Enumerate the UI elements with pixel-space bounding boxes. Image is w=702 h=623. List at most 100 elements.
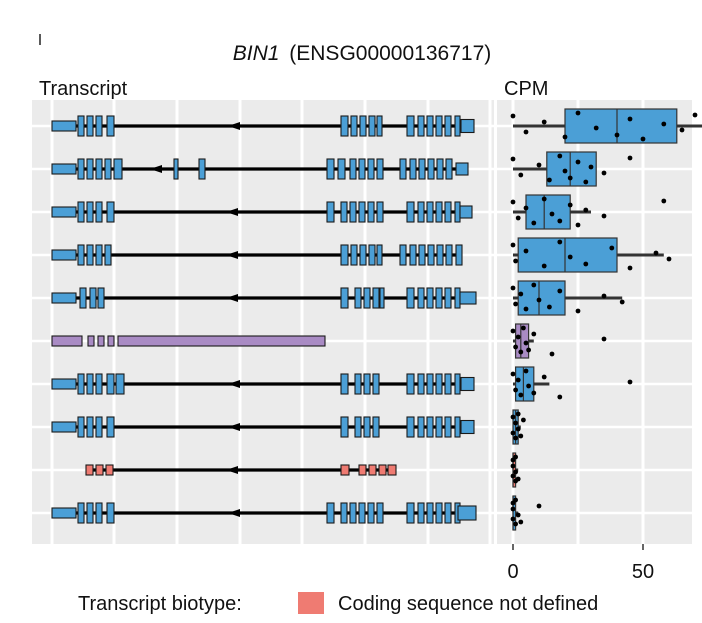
cpm-data-point (583, 207, 589, 213)
exon-block (86, 115, 94, 137)
exon-block (435, 287, 443, 309)
cpm-data-point (515, 377, 521, 383)
x-tick-label: 50 (632, 561, 654, 583)
exon-block (326, 158, 335, 180)
cpm-data-point (549, 211, 555, 217)
exon-block (435, 502, 443, 524)
cpm-data-point (562, 168, 568, 174)
cpm-data-point (588, 164, 594, 170)
x-tick-label: 0 (507, 561, 518, 583)
cpm-data-point (510, 285, 516, 291)
exon-block (95, 244, 103, 266)
exon-block (406, 373, 415, 395)
cpm-data-point (653, 250, 659, 256)
cpm-data-point (523, 306, 529, 312)
cpm-data-point (515, 476, 521, 482)
exon-block (372, 373, 380, 395)
legend: Transcript biotype: Coding sequence not … (78, 592, 598, 615)
exon-block (97, 287, 105, 309)
cpm-box-1 (510, 108, 702, 144)
cpm-data-point (518, 172, 524, 178)
exon-block (417, 115, 425, 137)
strand-arrow (226, 466, 238, 474)
cpm-data-point (541, 119, 547, 125)
exon-block (444, 416, 452, 438)
exon-block (349, 502, 357, 524)
exon-block (359, 244, 367, 266)
exon-block (445, 158, 453, 180)
exon-block (354, 416, 362, 438)
cpm-data-point (510, 506, 516, 512)
cpm-data-point (510, 473, 516, 479)
cpm-data-point (601, 170, 607, 176)
exon-block (376, 201, 384, 223)
exon-block (326, 201, 335, 223)
exon-block (117, 335, 326, 347)
exon-block (406, 416, 415, 438)
exon-block (409, 244, 417, 266)
cpm-data-point (510, 371, 516, 377)
cpm-data-point (536, 297, 542, 303)
exon-block (77, 201, 85, 223)
exon-block (86, 416, 94, 438)
exon-block (173, 158, 179, 180)
exon-block (51, 292, 77, 304)
cpm-box-5 (510, 280, 625, 316)
exon-block (51, 507, 77, 519)
exon-block (115, 373, 125, 395)
exon-block (435, 115, 443, 137)
transcript-model-10 (51, 502, 477, 524)
exon-block (435, 373, 443, 395)
exon-block (367, 158, 375, 180)
cpm-data-point (661, 198, 667, 204)
exon-block (457, 505, 477, 521)
cpm-data-point (521, 417, 526, 423)
cpm-data-point (510, 516, 516, 522)
exon-block (358, 464, 367, 476)
cpm-data-point (627, 116, 633, 122)
cpm-data-point (619, 299, 625, 305)
cpm-data-point (513, 469, 518, 475)
cpm-data-point (557, 288, 563, 294)
exon-block (106, 373, 115, 395)
cpm-data-point (557, 218, 563, 224)
cpm-data-point (575, 222, 581, 228)
exon-block (337, 158, 346, 180)
cpm-data-point (547, 177, 552, 183)
exon-block (387, 464, 397, 476)
exon-block (379, 287, 385, 309)
cpm-data-point (547, 304, 552, 310)
exon-block (427, 158, 435, 180)
transcript-model-9 (85, 464, 397, 476)
exon-block (340, 201, 348, 223)
chart-title: BIN1 (ENSG00000136717) (233, 42, 492, 65)
cpm-data-point (557, 394, 563, 400)
exon-block (435, 416, 443, 438)
exon-block (409, 158, 417, 180)
exon-block (436, 244, 444, 266)
exon-block (51, 421, 77, 433)
exon-block (455, 162, 469, 176)
exon-block (340, 416, 349, 438)
exon-block (95, 502, 103, 524)
exon-block (85, 464, 94, 476)
strand-arrow (228, 509, 240, 517)
exon-block (417, 416, 425, 438)
exon-block (350, 244, 358, 266)
exon-block (358, 502, 366, 524)
cpm-data-point (526, 383, 531, 389)
cpm-data-point (518, 519, 524, 525)
exon-block (406, 287, 415, 309)
cpm-data-point (515, 426, 521, 432)
exon-block (417, 502, 425, 524)
exon-block (444, 115, 452, 137)
exon-block (77, 373, 85, 395)
cpm-data-point (518, 433, 524, 439)
exon-block (376, 158, 384, 180)
cpm-box-8 (510, 409, 526, 445)
cpm-data-point (515, 334, 521, 340)
exon-block (460, 118, 475, 134)
exon-block (107, 335, 115, 347)
exon-block (363, 373, 371, 395)
cpm-data-point (575, 159, 581, 165)
